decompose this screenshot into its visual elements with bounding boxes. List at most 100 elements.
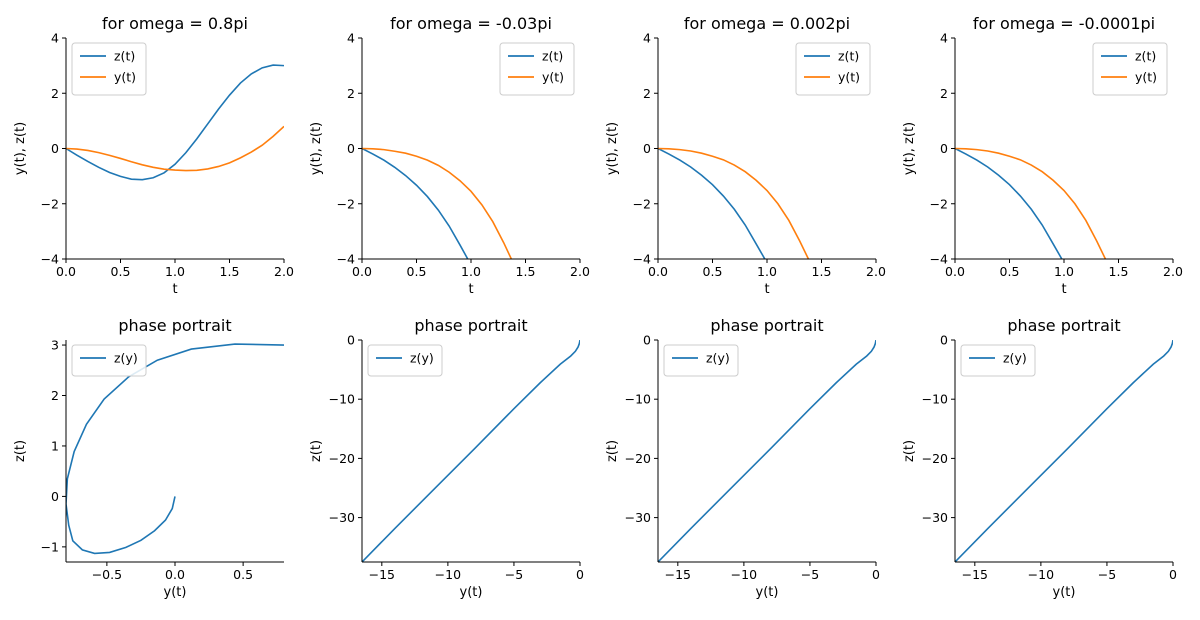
y-axis-label: z(t): [605, 440, 620, 462]
y-tick-label: −4: [930, 252, 948, 267]
y-tick-label: −10: [922, 392, 948, 407]
x-tick-label: 1.5: [516, 264, 536, 279]
series-line-zt: [362, 147, 469, 259]
y-tick-label: 0: [51, 141, 59, 156]
y-tick-label: −1: [41, 539, 59, 554]
legend-label: y(t): [542, 70, 564, 85]
legend-label: z(y): [1003, 351, 1027, 366]
subplot-7: −15 −10 −5 0 −30 −20 −10 0 phase portrait y(t) z(t…: [605, 316, 880, 600]
series-line-zy: [658, 340, 876, 562]
legend: z(t) y(t): [71, 42, 147, 96]
y-tick-label: 2: [940, 86, 948, 101]
y-tick-label: 0: [51, 489, 59, 504]
subplot-8: −15 −10 −5 0 −30 −20 −10 0 phase portrait y(t) z(t…: [902, 316, 1177, 600]
x-tick-label: 0.5: [111, 264, 131, 279]
x-tick-label: 1.5: [1109, 264, 1129, 279]
y-tick-label: 4: [51, 31, 59, 46]
legend: z(t) y(t): [1092, 42, 1168, 96]
y-tick-label: 4: [347, 31, 355, 46]
legend-label: z(t): [1135, 49, 1156, 64]
y-tick-label: −2: [337, 196, 355, 211]
y-tick-label: 2: [347, 86, 355, 101]
x-tick-label: 0.5: [233, 567, 253, 582]
y-tick-label: −2: [930, 196, 948, 211]
legend-label: y(t): [114, 70, 136, 85]
series-line-yt: [658, 147, 810, 259]
x-tick-label: 0: [872, 567, 880, 582]
x-tick-label: 2.0: [1163, 264, 1183, 279]
x-axis-label: y(t): [460, 585, 483, 600]
y-axis-label: y(t), z(t): [605, 122, 620, 175]
legend-box: [367, 344, 443, 377]
subplot-title: phase portrait: [118, 316, 231, 335]
y-tick-label: −4: [633, 252, 651, 267]
x-axis-label: t: [172, 282, 177, 297]
subplot-1: 0.0 0.5 1.0 1.5 2.0 −4 −2 0 2 4 for omega = 0.8pi t…: [13, 14, 294, 297]
y-tick-label: 2: [51, 388, 59, 403]
x-tick-label: −15: [665, 567, 691, 582]
x-tick-label: −10: [435, 567, 461, 582]
series-line-zy: [362, 340, 580, 562]
legend-box: [71, 344, 147, 377]
y-tick-label: 1: [51, 438, 59, 453]
y-tick-label: 4: [940, 31, 948, 46]
x-tick-label: −15: [962, 567, 988, 582]
legend: z(y): [71, 344, 147, 377]
series-line-yt: [66, 125, 284, 172]
y-tick-label: 0: [940, 141, 948, 156]
y-tick-label: 3: [51, 338, 59, 353]
legend: z(y): [367, 344, 443, 377]
y-tick-label: 4: [643, 31, 651, 46]
x-tick-label: 2.0: [274, 264, 294, 279]
x-tick-label: 0.5: [703, 264, 723, 279]
subplot-2: 0.0 0.5 1.0 1.5 2.0 −4 −2 0 2 4 for omega = -0.03p…: [309, 14, 590, 297]
x-axis-label: t: [1061, 282, 1066, 297]
x-tick-label: 1.0: [461, 264, 481, 279]
y-tick-label: −2: [633, 196, 651, 211]
x-axis-label: y(t): [1053, 585, 1076, 600]
x-axis-label: t: [468, 282, 473, 297]
y-axis-label: z(t): [902, 440, 917, 462]
y-tick-label: −30: [922, 510, 948, 525]
subplot-title: for omega = -0.03pi: [390, 14, 552, 33]
legend-box: [960, 344, 1036, 377]
x-tick-label: −10: [1028, 567, 1054, 582]
subplot-title: phase portrait: [414, 316, 527, 335]
legend: z(y): [960, 344, 1036, 377]
subplot-6: −15 −10 −5 0 −30 −20 −10 0 phase portrait y(t) z(t…: [309, 316, 584, 600]
series-line-zy: [955, 340, 1173, 562]
x-tick-label: −5: [801, 567, 819, 582]
x-tick-label: 1.0: [1054, 264, 1074, 279]
x-tick-label: −10: [731, 567, 757, 582]
x-tick-label: 1.0: [165, 264, 185, 279]
y-tick-label: −2: [41, 196, 59, 211]
x-tick-label: 0.0: [352, 264, 372, 279]
y-tick-label: 0: [940, 333, 948, 348]
legend-label: z(t): [838, 49, 859, 64]
series-line-zt: [658, 147, 766, 259]
legend-label: y(t): [1135, 70, 1157, 85]
y-axis-label: y(t), z(t): [13, 122, 28, 175]
x-tick-label: 1.5: [812, 264, 832, 279]
x-tick-label: 0.5: [1000, 264, 1020, 279]
series-line-zt: [955, 147, 1063, 259]
y-tick-label: 2: [51, 86, 59, 101]
x-tick-label: 0.5: [407, 264, 427, 279]
y-tick-label: −20: [329, 451, 355, 466]
series-line-yt: [955, 147, 1107, 259]
x-tick-label: 1.5: [220, 264, 240, 279]
subplot-5: −0.5 0.0 0.5 −1 0 1 2 3 phase portrait y(t) z(t) z(…: [13, 316, 284, 600]
y-tick-label: 0: [643, 333, 651, 348]
x-tick-label: 0: [576, 567, 584, 582]
legend-label: z(t): [542, 49, 563, 64]
legend: z(t) y(t): [499, 42, 575, 96]
legend-label: z(y): [410, 351, 434, 366]
y-axis-label: z(t): [13, 440, 28, 462]
y-axis-label: y(t), z(t): [309, 122, 324, 175]
subplot-3: 0.0 0.5 1.0 1.5 2.0 −4 −2 0 2 4 for omega = 0.002p…: [605, 14, 886, 297]
legend-box: [663, 344, 739, 377]
x-tick-label: −0.5: [92, 567, 122, 582]
y-tick-label: −10: [329, 392, 355, 407]
series-line-zy: [66, 343, 284, 555]
